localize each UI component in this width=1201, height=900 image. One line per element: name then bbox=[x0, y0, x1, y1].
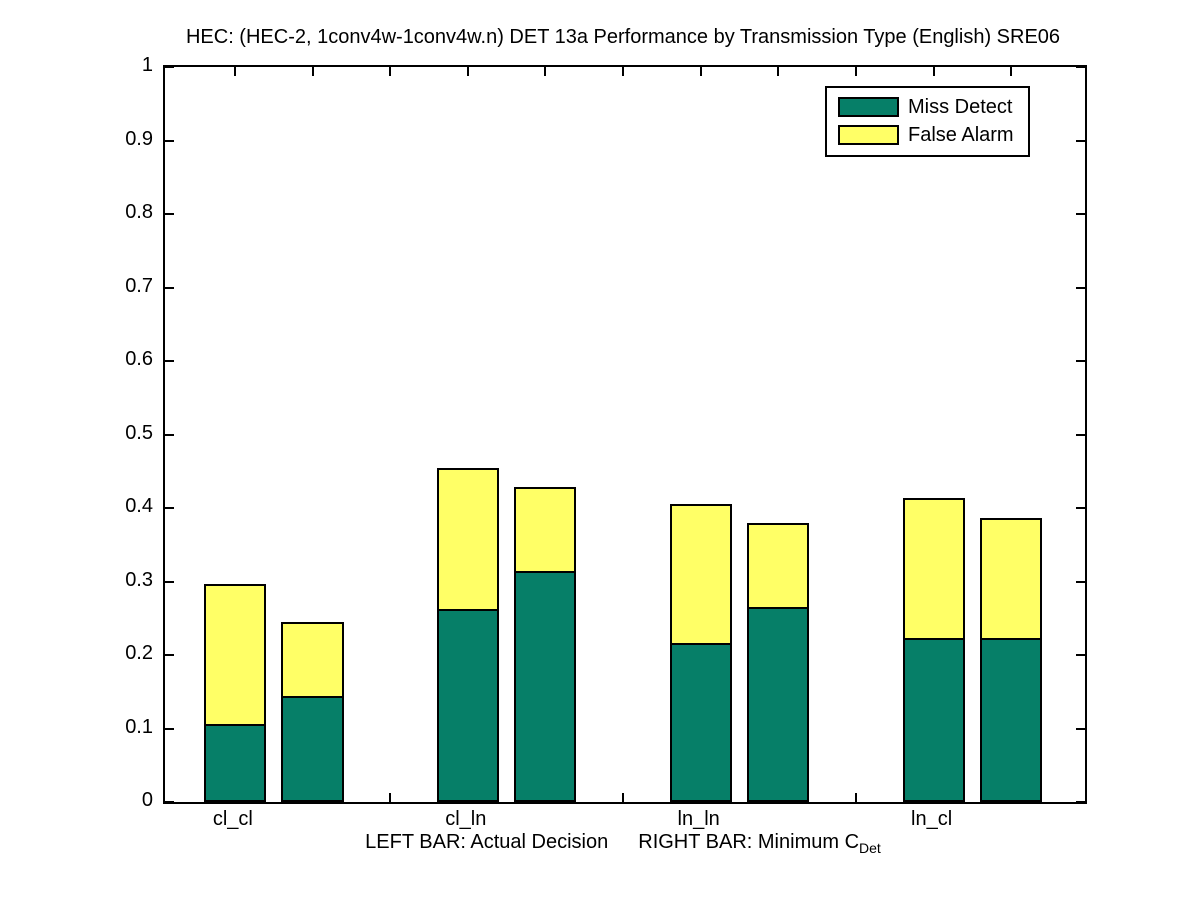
x-tick bbox=[777, 67, 780, 76]
y-tick-label: 0.8 bbox=[125, 201, 153, 223]
y-tick-label: 0.9 bbox=[125, 127, 153, 150]
y-tick bbox=[165, 433, 174, 436]
y-tick bbox=[165, 654, 174, 656]
x-tick-label: ln_cl bbox=[911, 808, 953, 830]
legend-label: False Alarm bbox=[908, 124, 1014, 146]
x-axis-label-right: RIGHT BAR: Minimum C bbox=[638, 831, 860, 853]
y-tick bbox=[165, 139, 174, 142]
bar-segment-miss-detect-ln_ln-left bbox=[669, 645, 732, 802]
x-axis-label: LEFT BAR: Actual Decision RIGHT BAR: Mini… bbox=[163, 831, 1083, 856]
bar-segment-false-alarm-ln_ln-right bbox=[747, 522, 810, 610]
x-axis-label-left: LEFT BAR: Actual Decision bbox=[365, 831, 609, 853]
y-tick bbox=[1076, 66, 1085, 68]
x-tick bbox=[622, 793, 625, 802]
bar-segment-miss-detect-cl_ln-left bbox=[436, 610, 499, 802]
y-tick bbox=[1076, 286, 1085, 289]
y-tick-label: 0.6 bbox=[125, 348, 153, 370]
bar-segment-false-alarm-cl_ln-right bbox=[514, 487, 577, 574]
legend-entry: Miss Detect bbox=[838, 96, 1018, 118]
y-tick bbox=[1076, 360, 1085, 362]
x-tick bbox=[466, 67, 469, 76]
bar-segment-false-alarm-ln_ln-left bbox=[669, 503, 732, 646]
y-tick-label: 0.7 bbox=[125, 274, 153, 297]
bar-segment-false-alarm-cl_cl-right bbox=[281, 621, 344, 698]
x-tick bbox=[233, 67, 236, 76]
y-tick bbox=[165, 801, 174, 803]
y-tick-label: 0.5 bbox=[125, 421, 153, 444]
y-tick bbox=[1076, 507, 1085, 509]
y-tick bbox=[165, 360, 174, 362]
bar-segment-miss-detect-cl_cl-left bbox=[203, 725, 266, 802]
plot-area bbox=[163, 65, 1087, 804]
bar-segment-miss-detect-cl_ln-right bbox=[514, 573, 577, 802]
y-tick-label: 0 bbox=[141, 789, 153, 811]
bar-segment-miss-detect-cl_cl-right bbox=[281, 697, 344, 802]
x-tick bbox=[389, 793, 392, 802]
y-tick bbox=[1076, 433, 1085, 436]
x-tick bbox=[932, 67, 935, 76]
legend-label: Miss Detect bbox=[908, 96, 1013, 118]
bar-segment-false-alarm-cl_ln-left bbox=[436, 467, 499, 611]
bar-segment-false-alarm-ln_cl-left bbox=[902, 498, 965, 640]
bar-segment-miss-detect-ln_cl-right bbox=[980, 639, 1043, 802]
legend: Miss Detect False Alarm bbox=[825, 86, 1030, 157]
y-tick bbox=[165, 580, 174, 583]
bar-segment-miss-detect-ln_ln-right bbox=[747, 609, 810, 802]
bar-segment-false-alarm-ln_cl-right bbox=[980, 517, 1043, 640]
x-tick-label: cl_cl bbox=[212, 808, 253, 830]
x-tick bbox=[699, 67, 702, 76]
y-tick-label: 0.3 bbox=[125, 568, 153, 591]
x-tick bbox=[1010, 67, 1013, 76]
y-tick bbox=[1076, 213, 1085, 215]
y-tick-label: 0.2 bbox=[125, 642, 153, 664]
y-tick bbox=[165, 727, 174, 730]
x-tick-label: ln_ln bbox=[677, 808, 720, 830]
x-axis-label-subscript: Det bbox=[859, 840, 881, 856]
bar-segment-miss-detect-ln_cl-left bbox=[902, 639, 965, 802]
y-tick bbox=[1076, 801, 1085, 803]
y-tick bbox=[165, 507, 174, 509]
y-tick-label: 0.4 bbox=[125, 495, 153, 517]
legend-entry: False Alarm bbox=[838, 124, 1018, 146]
y-tick bbox=[165, 286, 174, 289]
y-tick bbox=[1076, 139, 1085, 142]
x-tick bbox=[544, 67, 547, 76]
x-tick bbox=[622, 67, 625, 76]
x-tick bbox=[311, 67, 314, 76]
x-tick bbox=[389, 67, 392, 76]
bar-segment-false-alarm-cl_cl-left bbox=[203, 584, 266, 726]
y-tick-label: 0.1 bbox=[125, 715, 153, 738]
x-tick bbox=[854, 793, 857, 802]
legend-swatch-miss-detect bbox=[838, 97, 899, 117]
x-tick bbox=[854, 67, 857, 76]
y-tick bbox=[1076, 654, 1085, 656]
y-tick bbox=[165, 213, 174, 215]
y-tick bbox=[1076, 580, 1085, 583]
y-tick bbox=[165, 66, 174, 68]
y-tick-label: 1 bbox=[141, 54, 153, 76]
chart-title: HEC: (HEC-2, 1conv4w-1conv4w.n) DET 13a … bbox=[185, 26, 1061, 48]
x-tick-label: cl_ln bbox=[445, 808, 487, 830]
legend-swatch-false-alarm bbox=[838, 125, 899, 145]
y-tick bbox=[1076, 727, 1085, 730]
